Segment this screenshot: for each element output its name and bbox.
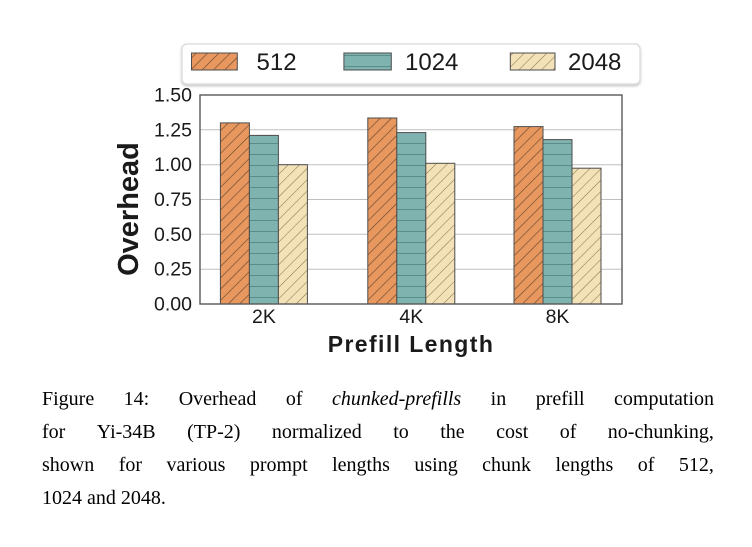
svg-text:2048: 2048 xyxy=(568,49,621,76)
svg-text:Overhead: Overhead xyxy=(113,142,145,276)
svg-text:8K: 8K xyxy=(546,306,570,328)
svg-text:1.50: 1.50 xyxy=(154,85,192,107)
svg-text:0.75: 0.75 xyxy=(154,189,192,211)
svg-text:1024: 1024 xyxy=(405,49,458,76)
svg-text:Prefill Length: Prefill Length xyxy=(328,331,495,357)
svg-text:0.50: 0.50 xyxy=(154,224,192,246)
svg-text:0.00: 0.00 xyxy=(154,294,192,316)
svg-text:512: 512 xyxy=(257,49,297,76)
svg-text:2K: 2K xyxy=(252,306,276,328)
svg-text:0.25: 0.25 xyxy=(154,259,192,281)
svg-text:1.25: 1.25 xyxy=(154,119,192,141)
svg-text:1.00: 1.00 xyxy=(154,154,192,176)
svg-text:4K: 4K xyxy=(399,306,423,328)
